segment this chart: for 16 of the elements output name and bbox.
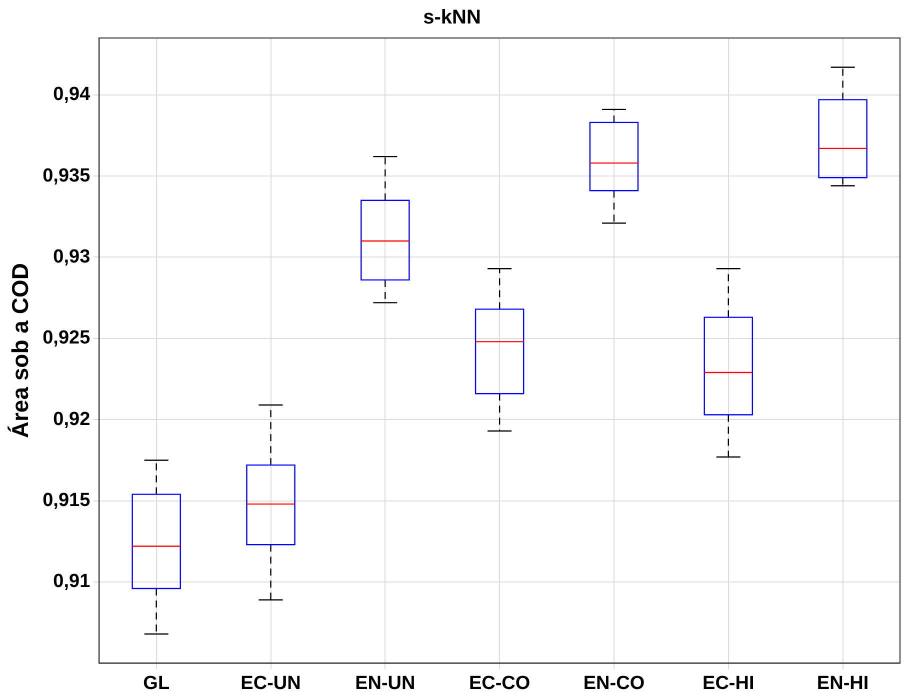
y-tick-label: 0,93: [53, 246, 90, 268]
x-tick-label: EN-UN: [355, 672, 416, 694]
y-tick-label: 0,91: [53, 571, 91, 592]
x-tick-label: GL: [143, 672, 170, 694]
y-tick-label: 0,935: [42, 165, 91, 186]
chart-title: s-kNN: [423, 6, 481, 29]
y-tick-label: 0,925: [42, 328, 91, 349]
x-tick-label: EN-HI: [816, 672, 869, 694]
y-axis-title: Área sob a COD: [7, 263, 34, 438]
x-tick-label: EN-CO: [583, 672, 645, 694]
x-tick-label: EC-CO: [468, 672, 530, 694]
x-tick-label: EC-HI: [702, 672, 754, 694]
y-tick-label: 0,92: [53, 408, 90, 430]
y-tick-label: 0,915: [42, 490, 91, 512]
x-tick-label: EC-UN: [240, 672, 301, 694]
y-tick-label: 0,94: [53, 84, 91, 106]
